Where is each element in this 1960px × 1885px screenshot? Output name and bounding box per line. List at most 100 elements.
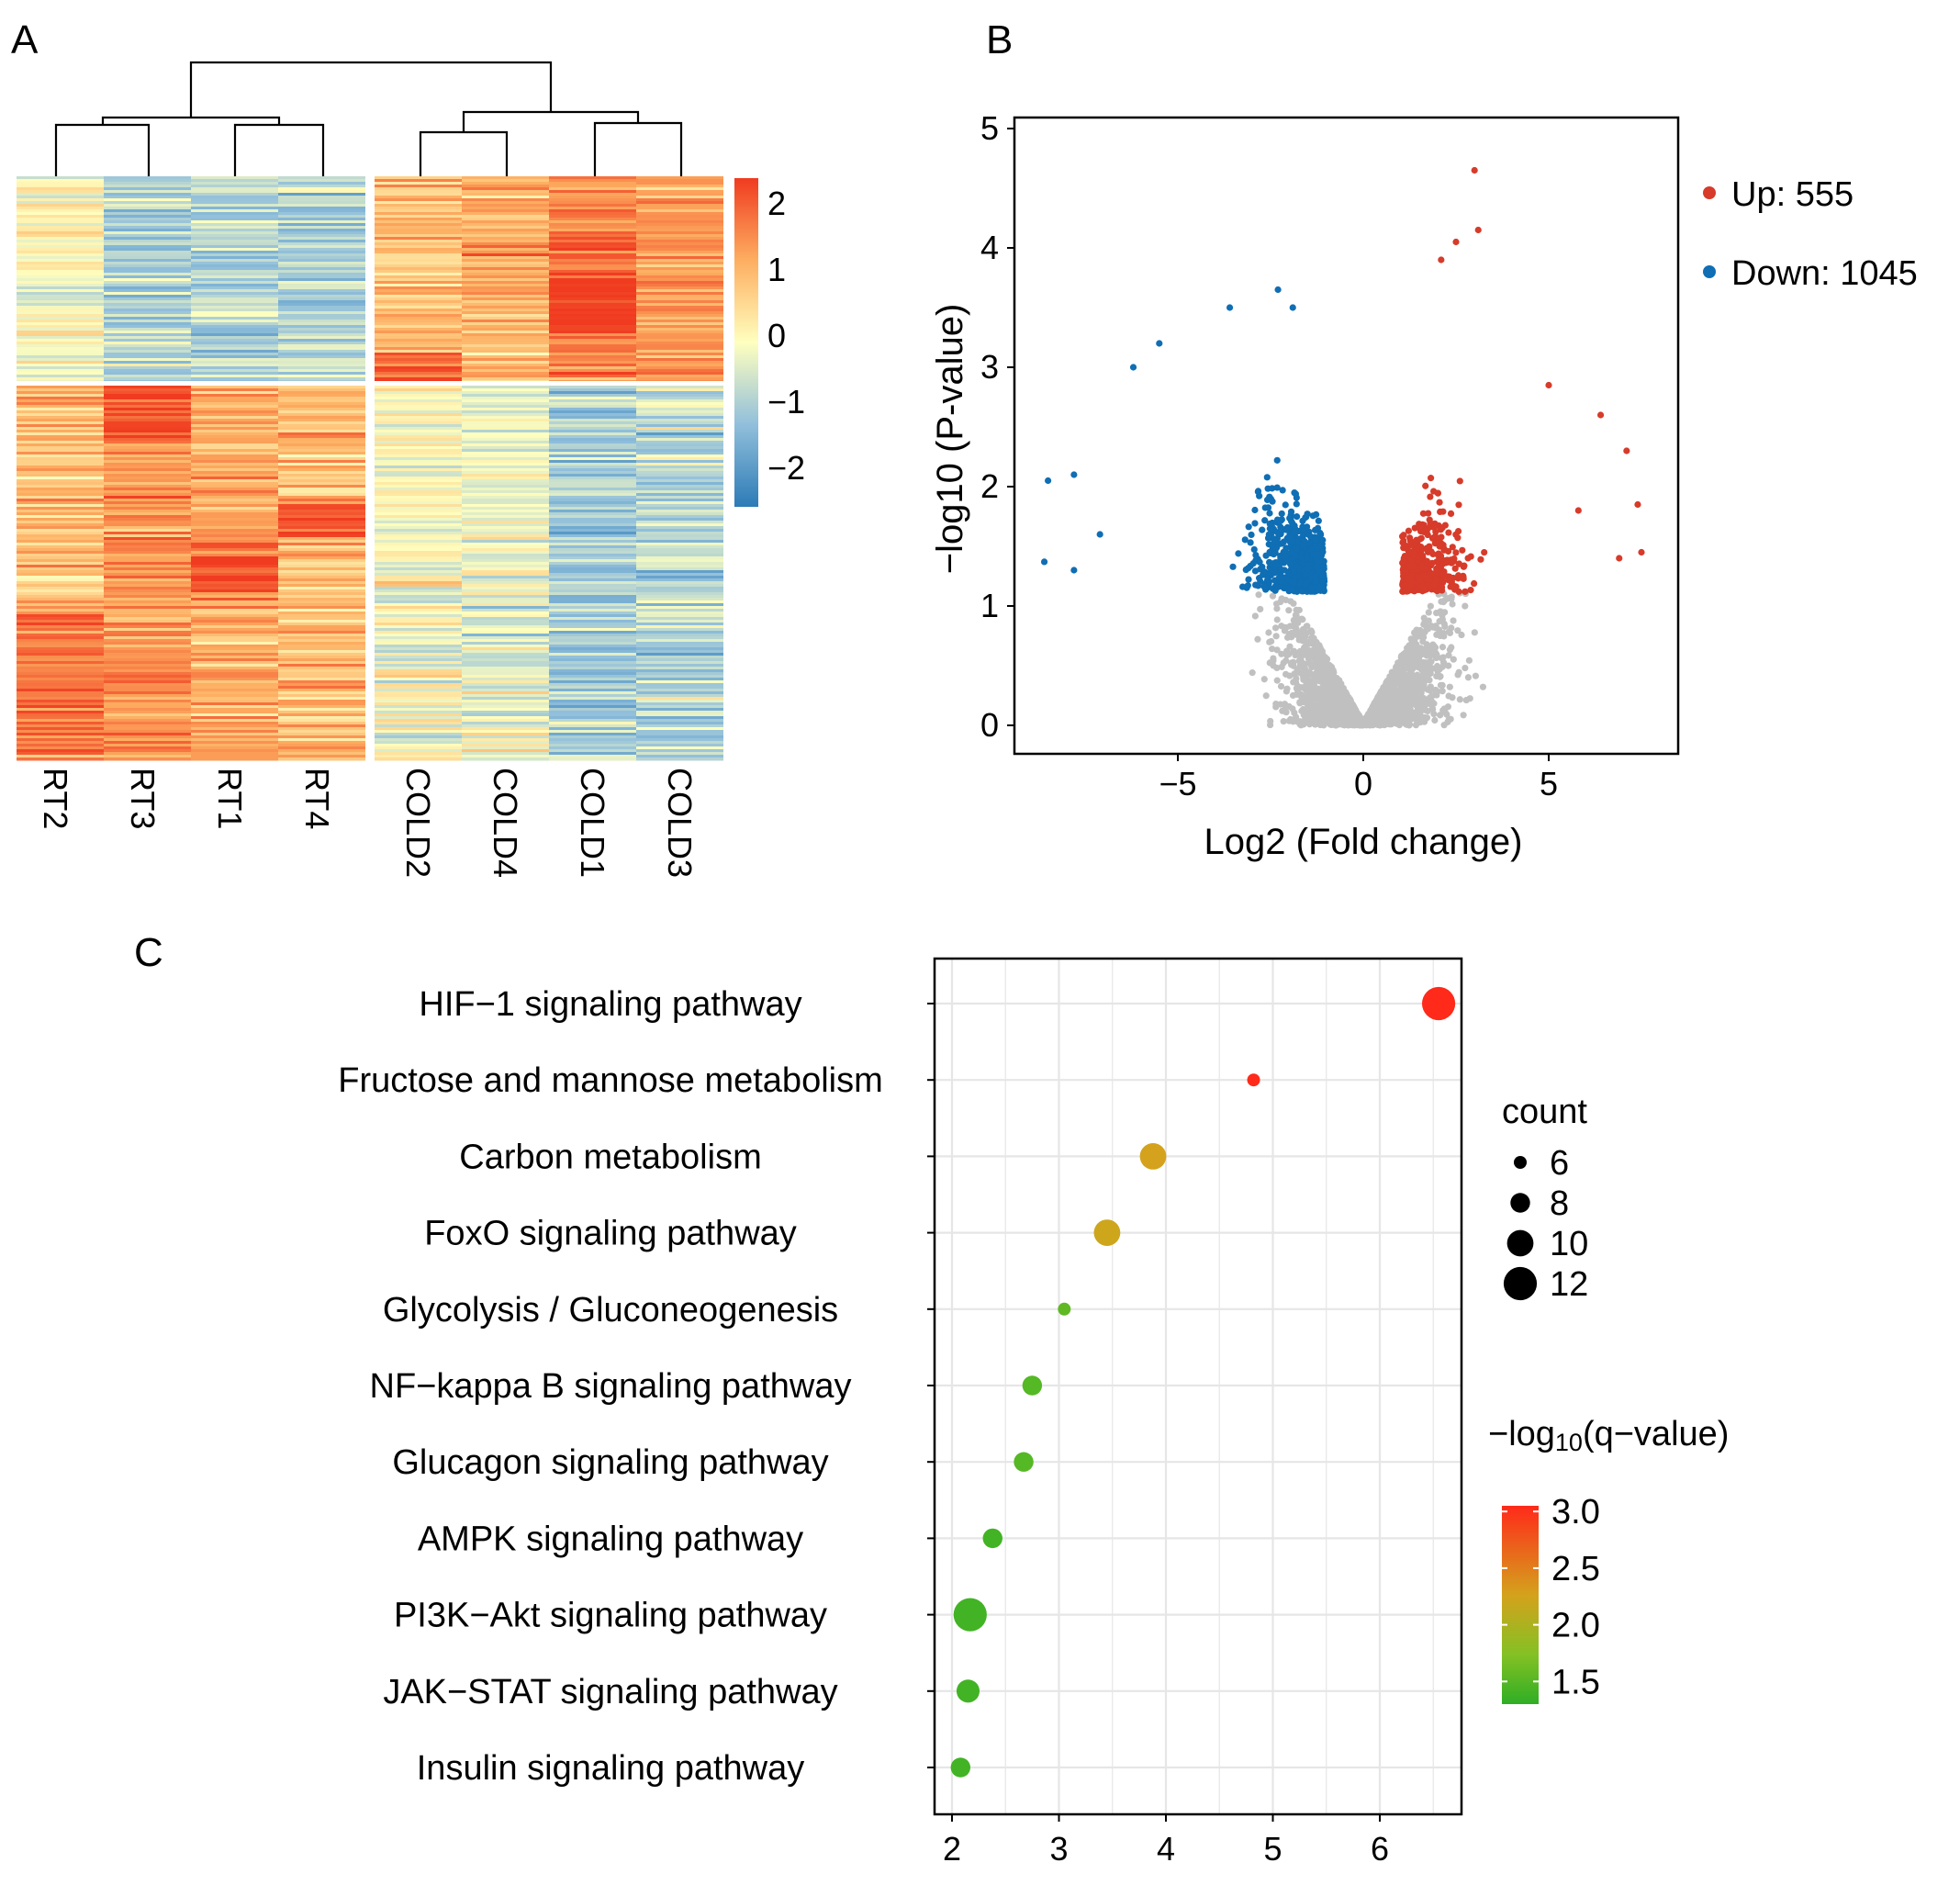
heatmap-cell xyxy=(17,231,104,235)
heatmap-cell xyxy=(375,342,462,345)
heatmap-cell xyxy=(375,733,462,736)
heatmap-cell xyxy=(636,242,723,246)
heatmap-cell xyxy=(549,609,636,612)
heatmap-cell xyxy=(636,645,723,648)
volcano-point-down xyxy=(1273,484,1281,491)
heatmap-cell xyxy=(549,559,636,563)
volcano-point-down xyxy=(1257,578,1264,585)
heatmap-cell xyxy=(462,482,549,486)
heatmap-cell xyxy=(462,545,549,549)
heatmap-cell xyxy=(17,430,104,433)
heatmap-cell xyxy=(636,333,723,337)
volcano-point-ns xyxy=(1317,653,1325,661)
heatmap-cell xyxy=(462,584,549,588)
heatmap-row-gap xyxy=(17,381,727,386)
heatmap-cell xyxy=(636,394,723,398)
heatmap-cell xyxy=(375,399,462,403)
heatmap-cell xyxy=(375,738,462,742)
volcano-point-down xyxy=(1282,554,1289,561)
heatmap-cell xyxy=(375,231,462,235)
heatmap-cell xyxy=(191,251,278,254)
volcano-point-down xyxy=(1318,548,1327,555)
heatmap-cell xyxy=(17,711,104,714)
volcano-point-ns xyxy=(1429,705,1437,713)
heatmap-cell xyxy=(278,463,365,466)
heatmap-cell xyxy=(375,639,462,643)
heatmap-cell xyxy=(636,499,723,502)
heatmap-cell xyxy=(549,702,636,706)
heatmap-cell xyxy=(17,463,104,466)
heatmap-cell xyxy=(549,493,636,497)
heatmap-cell xyxy=(462,388,549,392)
heatmap-cell xyxy=(191,270,278,274)
heatmap-cell xyxy=(636,234,723,238)
heatmap-cell xyxy=(636,460,723,464)
volcano-point-ns xyxy=(1446,629,1454,637)
volcano-point-ns xyxy=(1397,693,1405,701)
heatmap-cell xyxy=(191,253,278,257)
heatmap-cell xyxy=(104,683,191,687)
heatmap-cell xyxy=(462,581,549,585)
heatmap-cell xyxy=(549,410,636,414)
heatmap-cell xyxy=(636,281,723,285)
heatmap-cell xyxy=(17,592,104,596)
heatmap-cell xyxy=(462,700,549,703)
heatmap-cell xyxy=(549,689,636,692)
heatmap-cell xyxy=(549,372,636,376)
heatmap-cell xyxy=(278,328,365,331)
heatmap-cell xyxy=(549,460,636,464)
heatmap-cell xyxy=(104,518,191,522)
heatmap-cell xyxy=(278,295,365,298)
heatmap-cell xyxy=(462,339,549,342)
heatmap-cell xyxy=(462,328,549,331)
heatmap-cell xyxy=(462,735,549,739)
heatmap-cell xyxy=(636,209,723,213)
heatmap-cell xyxy=(636,501,723,505)
heatmap-cell xyxy=(636,386,723,389)
heatmap-cell xyxy=(549,300,636,304)
heatmap-cell xyxy=(191,672,278,676)
heatmap-cell xyxy=(375,609,462,612)
heatmap-cell xyxy=(636,284,723,287)
heatmap-cell xyxy=(375,752,462,756)
heatmap-cell xyxy=(636,617,723,621)
heatmap-cell xyxy=(462,242,549,246)
heatmap-cell xyxy=(17,185,104,188)
heatmap-cell xyxy=(278,179,365,183)
heatmap-cell xyxy=(636,485,723,488)
volcano-point-ns xyxy=(1460,712,1467,719)
heatmap-cell xyxy=(462,537,549,541)
heatmap-cell xyxy=(549,314,636,318)
heatmap-cell xyxy=(191,419,278,422)
heatmap-cell xyxy=(375,518,462,522)
volcano-point-ns xyxy=(1290,623,1297,630)
volcano-point-ns xyxy=(1278,663,1285,670)
heatmap-cell xyxy=(375,275,462,279)
volcano-point-ns xyxy=(1306,702,1314,710)
heatmap-cell xyxy=(462,562,549,566)
heatmap-cell xyxy=(636,664,723,668)
heatmap-cell xyxy=(17,556,104,560)
volcano-point-ns xyxy=(1439,659,1448,667)
heatmap-cell xyxy=(17,284,104,287)
heatmap-cell xyxy=(191,744,278,747)
volcano-point-down xyxy=(1256,558,1263,566)
heatmap-cell xyxy=(278,589,365,593)
volcano-point-ns xyxy=(1296,616,1304,623)
heatmap-cell xyxy=(462,493,549,497)
heatmap-cell xyxy=(191,691,278,695)
volcano-point-ns xyxy=(1413,660,1420,668)
heatmap-cell xyxy=(462,297,549,301)
heatmap-cell xyxy=(17,187,104,191)
heatmap-cell xyxy=(549,223,636,227)
heatmap-cell xyxy=(375,556,462,560)
heatmap-cell xyxy=(191,386,278,389)
heatmap-cell xyxy=(191,614,278,618)
heatmap-cell xyxy=(104,749,191,753)
heatmap-cell xyxy=(191,452,278,455)
heatmap-cell xyxy=(17,286,104,290)
heatmap-cell xyxy=(191,589,278,593)
heatmap-cell xyxy=(191,361,278,365)
heatmap-cell xyxy=(462,675,549,679)
heatmap-cell xyxy=(636,259,723,263)
